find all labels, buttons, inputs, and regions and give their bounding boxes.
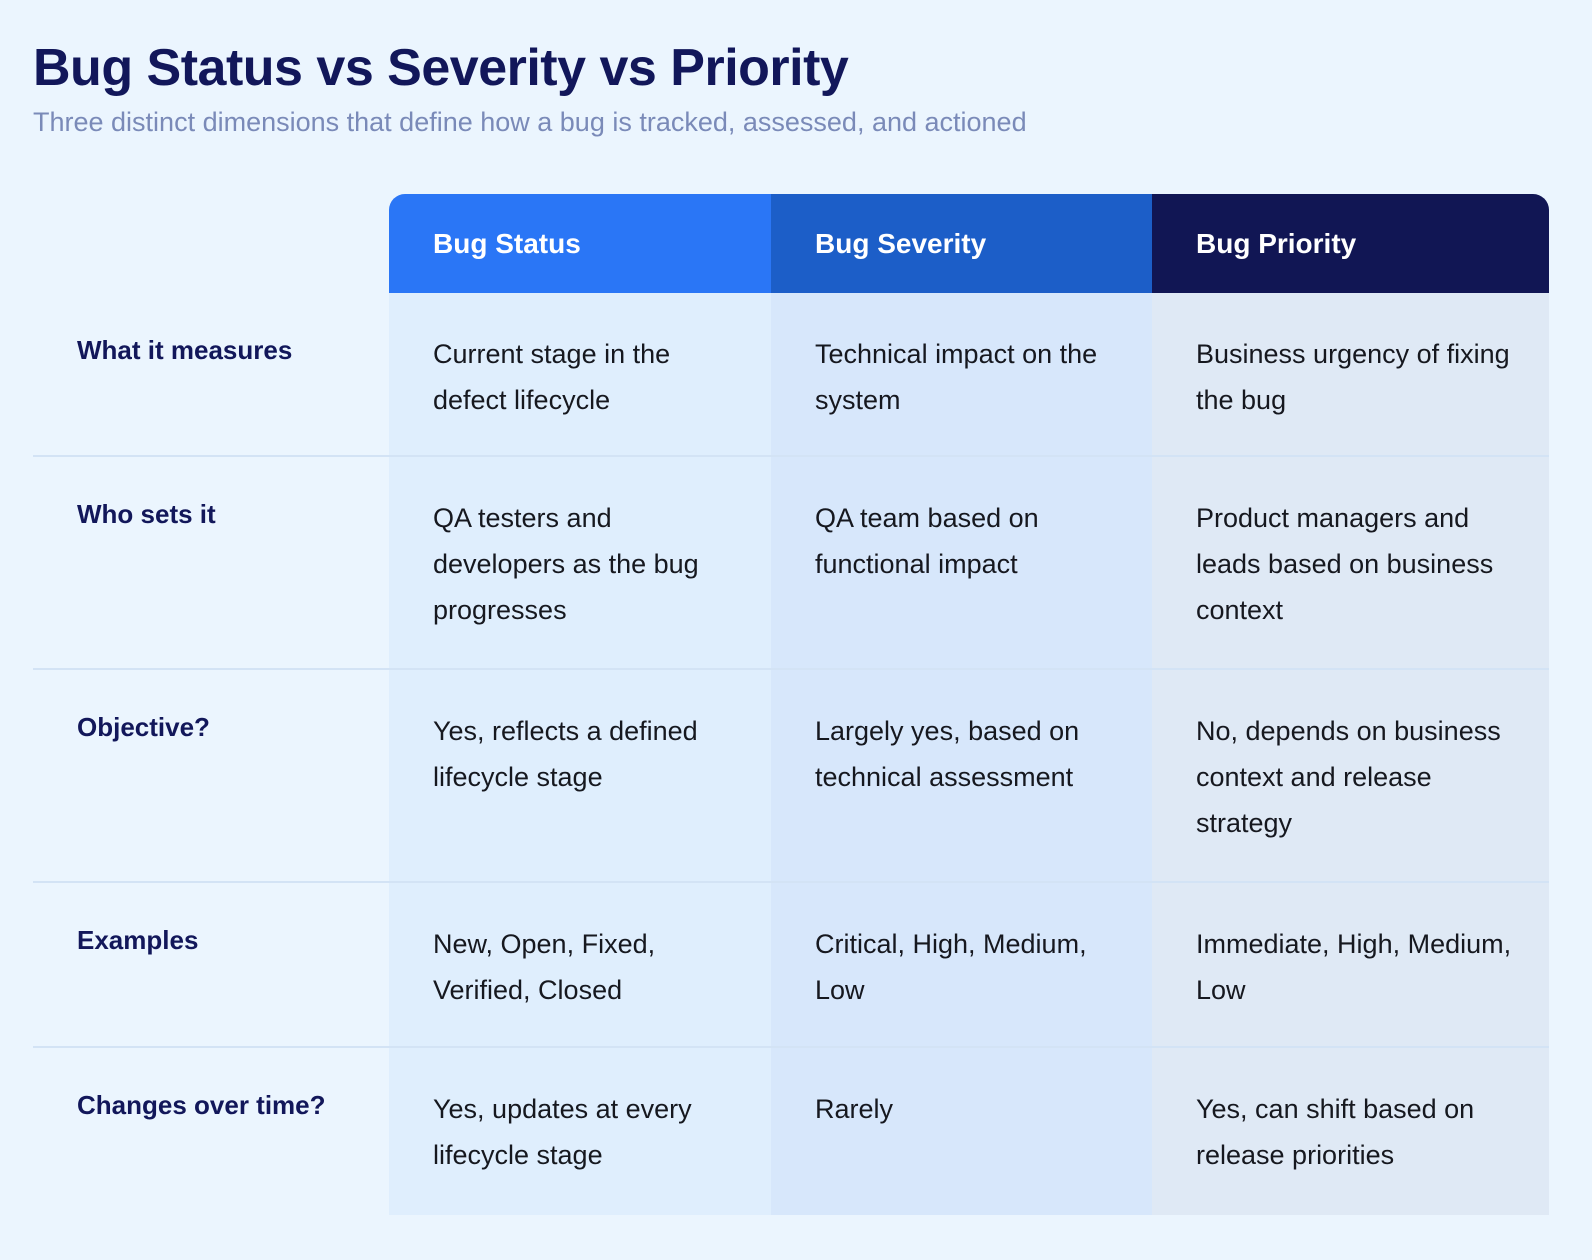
row-label: Changes over time? — [77, 1090, 326, 1120]
cell-status: QA testers and developers as the bug pro… — [389, 457, 771, 670]
cell-status: Yes, updates at every lifecycle stage — [389, 1048, 771, 1215]
cell-severity: Rarely — [771, 1048, 1152, 1215]
row-label: Who sets it — [77, 499, 216, 529]
cell-priority: No, depends on business context and rele… — [1152, 670, 1549, 883]
table-row-changes-over-time: Changes over time? Yes, updates at every… — [33, 1048, 1549, 1215]
cell-status: Current stage in the defect lifecycle — [389, 293, 771, 457]
cell-severity: Technical impact on the system — [771, 293, 1152, 457]
page-subtitle: Three distinct dimensions that define ho… — [33, 107, 1027, 137]
cell-severity: QA team based on functional impact — [771, 457, 1152, 670]
cell-severity: Critical, High, Medium, Low — [771, 883, 1152, 1048]
cell-priority: Yes, can shift based on release prioriti… — [1152, 1048, 1549, 1215]
table-corner — [33, 194, 389, 293]
column-header-bug-severity: Bug Severity — [771, 194, 1152, 293]
cell-priority: Product managers and leads based on busi… — [1152, 457, 1549, 670]
table-row-examples: Examples New, Open, Fixed, Verified, Clo… — [33, 883, 1549, 1048]
row-label: Examples — [77, 925, 199, 955]
cell-status: Yes, reflects a defined lifecycle stage — [389, 670, 771, 883]
row-label: Objective? — [77, 712, 210, 742]
cell-priority: Immediate, High, Medium, Low — [1152, 883, 1549, 1048]
table-header-row: Bug Status Bug Severity Bug Priority — [33, 194, 1549, 293]
column-header-bug-status: Bug Status — [389, 194, 771, 293]
table-row-objective: Objective? Yes, reflects a defined lifec… — [33, 670, 1549, 883]
column-header-bug-priority: Bug Priority — [1152, 194, 1549, 293]
comparison-table: Bug Status Bug Severity Bug Priority Wha… — [33, 194, 1549, 1215]
cell-severity: Largely yes, based on technical assessme… — [771, 670, 1152, 883]
cell-priority: Business urgency of fixing the bug — [1152, 293, 1549, 457]
page-title: Bug Status vs Severity vs Priority — [33, 39, 849, 97]
table-row-what-it-measures: What it measures Current stage in the de… — [33, 293, 1549, 457]
table-row-who-sets-it: Who sets it QA testers and developers as… — [33, 457, 1549, 670]
cell-status: New, Open, Fixed, Verified, Closed — [389, 883, 771, 1048]
row-label: What it measures — [77, 335, 293, 365]
